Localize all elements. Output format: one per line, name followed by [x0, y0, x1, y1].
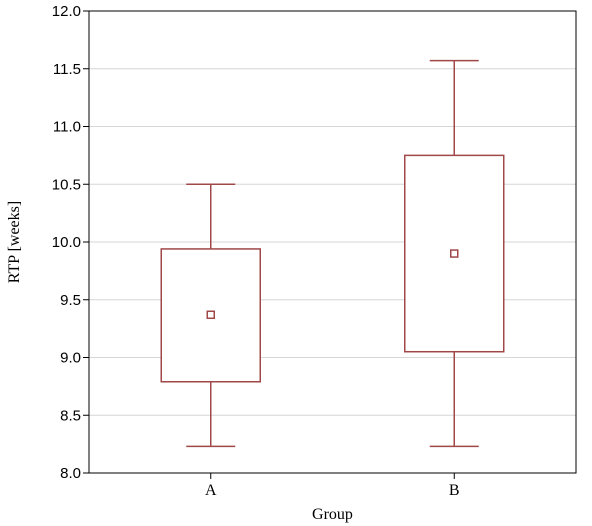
y-tick-label: 11.5: [53, 61, 81, 78]
y-tick-label: 11.0: [53, 119, 81, 136]
y-tick-label: 8.0: [60, 465, 81, 482]
x-tick-label: B: [449, 482, 460, 499]
y-axis-title: RTP [weeks]: [6, 201, 23, 283]
x-axis-title: Group: [312, 506, 353, 523]
y-tick-label: 10.0: [52, 234, 81, 251]
box-B: [404, 59, 505, 448]
plot-frame: [88, 10, 577, 474]
box-A: [160, 183, 261, 448]
y-tick-label: 10.5: [52, 176, 81, 193]
x-tick-label: A: [205, 482, 217, 499]
y-tick-label: 9.5: [60, 292, 81, 309]
center-marker: [206, 310, 215, 320]
boxes: [160, 59, 505, 448]
y-tick-label: 9.0: [60, 350, 81, 367]
center-marker: [450, 249, 459, 258]
y-tick-label: 12.0: [52, 3, 81, 20]
y-axis-ticks: 8.0 8.5 9.0 9.5 10.0 10.5 11.0 11.5 12.0: [52, 3, 89, 482]
y-tick-label: 8.5: [60, 407, 81, 424]
